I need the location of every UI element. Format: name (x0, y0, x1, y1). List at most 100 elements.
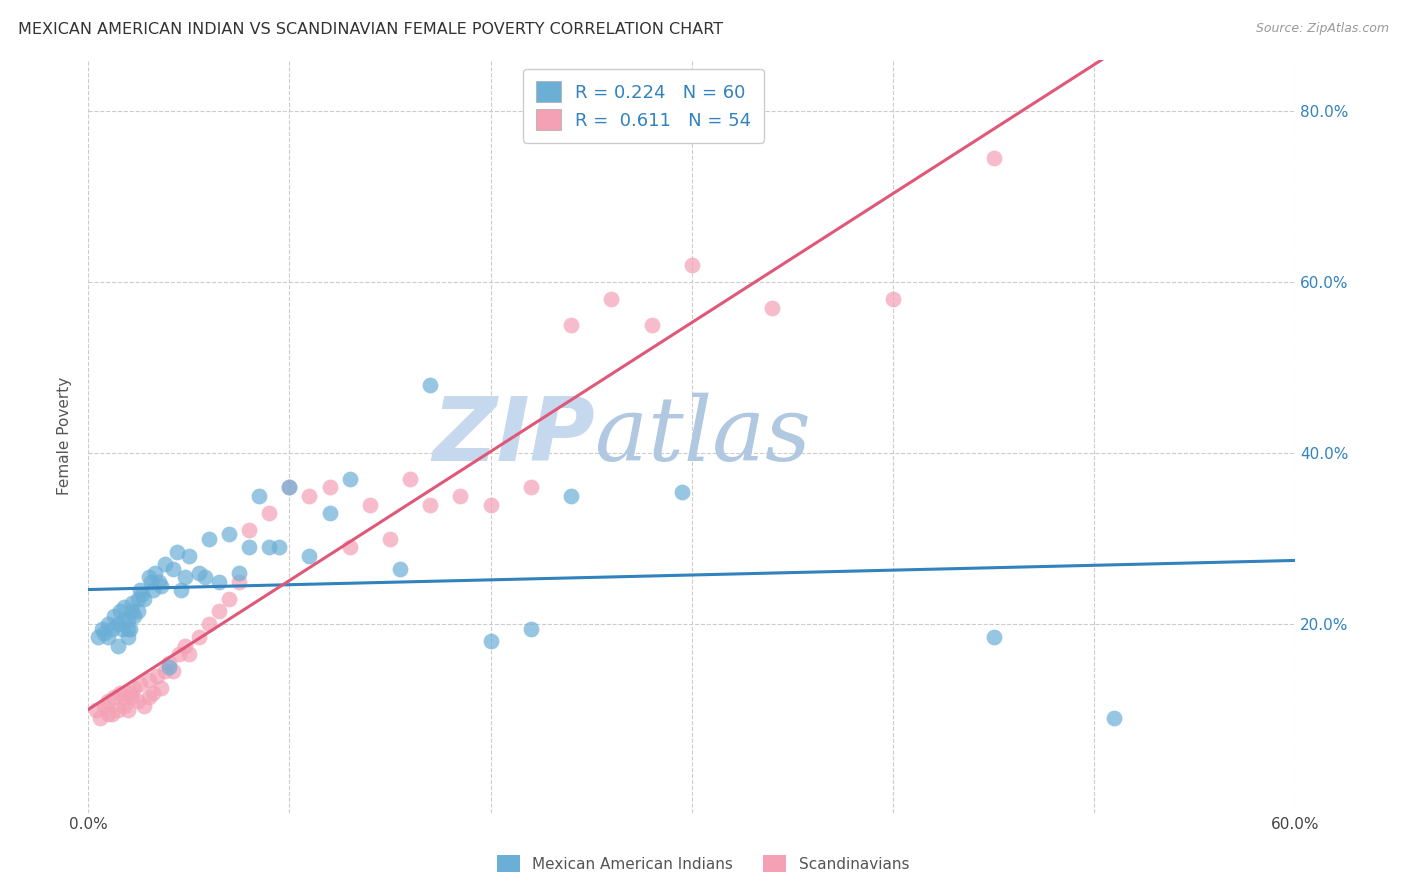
Point (218, 527, 240, 541)
Point (117, 613, 139, 627)
Point (238, 541, 260, 555)
Point (318, 480, 340, 494)
Point (97, 707, 120, 722)
Point (153, 665, 176, 679)
Point (520, 622, 543, 636)
Point (110, 605, 132, 619)
Point (101, 622, 124, 636)
Point (110, 686, 132, 700)
Point (112, 613, 135, 627)
Point (238, 523, 260, 537)
Point (101, 707, 124, 722)
Point (247, 489, 270, 503)
Point (134, 698, 156, 713)
Text: MEXICAN AMERICAN INDIAN VS SCANDINAVIAN FEMALE POVERTY CORRELATION CHART: MEXICAN AMERICAN INDIAN VS SCANDINAVIAN … (18, 22, 724, 37)
Point (139, 574, 162, 589)
Point (107, 703, 129, 717)
Point (157, 656, 180, 670)
Point (208, 605, 231, 619)
Legend: R = 0.224   N = 60, R =  0.611   N = 54: R = 0.224 N = 60, R = 0.611 N = 54 (523, 69, 763, 143)
Point (257, 506, 280, 520)
Point (479, 498, 502, 512)
Point (120, 622, 142, 636)
Point (141, 686, 163, 700)
Point (138, 690, 160, 704)
Point (166, 544, 188, 558)
Point (141, 583, 163, 598)
Point (479, 634, 502, 648)
Point (419, 498, 441, 512)
Point (167, 647, 190, 661)
Point (121, 605, 143, 619)
Point (97, 617, 120, 632)
Point (143, 566, 166, 580)
Point (97, 630, 120, 644)
Point (127, 694, 149, 708)
Point (761, 301, 783, 315)
Y-axis label: Female Poverty: Female Poverty (58, 377, 72, 495)
Point (298, 549, 321, 563)
Point (640, 318, 662, 332)
Point (124, 681, 146, 696)
Point (983, 630, 1005, 644)
Point (983, 151, 1005, 165)
Point (120, 686, 142, 700)
Point (84, 703, 107, 717)
Point (138, 570, 160, 584)
Point (138, 673, 160, 687)
Point (103, 608, 125, 623)
Point (399, 472, 422, 486)
Point (121, 596, 143, 610)
Point (278, 480, 301, 494)
Point (129, 583, 152, 598)
Point (117, 630, 139, 644)
Point (112, 690, 135, 704)
Point (520, 480, 543, 494)
Point (157, 660, 180, 674)
Point (121, 690, 143, 704)
Point (111, 622, 134, 636)
Point (198, 617, 221, 632)
Point (681, 258, 703, 272)
Text: ZIP: ZIP (433, 392, 595, 480)
Point (134, 591, 156, 606)
Point (153, 558, 176, 572)
Point (882, 292, 904, 306)
Point (87, 630, 110, 644)
Point (600, 292, 623, 306)
Point (278, 480, 301, 494)
Point (218, 591, 240, 606)
Point (145, 668, 167, 682)
Point (112, 600, 135, 615)
Point (449, 489, 471, 503)
Point (93, 625, 115, 640)
Point (107, 639, 129, 653)
Point (269, 541, 291, 555)
Point (127, 591, 149, 606)
Point (671, 484, 693, 499)
Point (198, 532, 221, 546)
Point (1104, 711, 1126, 725)
Point (560, 489, 582, 503)
Point (257, 541, 280, 555)
Point (339, 472, 361, 486)
Point (97, 694, 120, 708)
Text: Source: ZipAtlas.com: Source: ZipAtlas.com (1256, 22, 1389, 36)
Point (127, 605, 149, 619)
Point (173, 570, 195, 584)
Point (93, 698, 115, 713)
Point (177, 647, 200, 661)
Point (148, 574, 170, 589)
Point (194, 570, 217, 584)
Point (117, 622, 139, 636)
Point (131, 587, 153, 601)
Point (124, 608, 146, 623)
Point (228, 574, 250, 589)
Point (187, 630, 209, 644)
Point (208, 574, 231, 589)
Point (389, 562, 412, 576)
Text: atlas: atlas (595, 392, 811, 480)
Point (162, 665, 184, 679)
Point (359, 498, 381, 512)
Point (187, 566, 209, 580)
